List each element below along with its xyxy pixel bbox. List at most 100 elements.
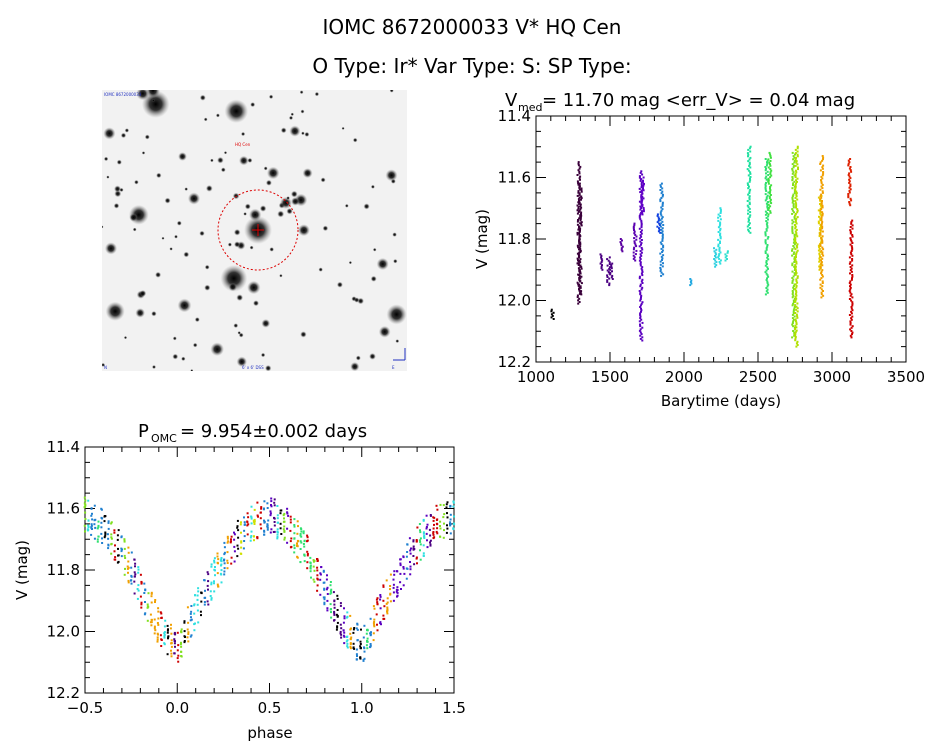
phase-point xyxy=(356,628,359,631)
lightcurve-point xyxy=(577,262,580,265)
phase-point xyxy=(300,528,303,531)
phase-point xyxy=(167,637,169,640)
lightcurve-point xyxy=(599,262,602,265)
lightcurve-point xyxy=(793,288,795,291)
lightcurve-point xyxy=(849,166,852,168)
lightcurve-point xyxy=(633,256,636,259)
lightcurve-point xyxy=(638,187,641,190)
lightcurve-point xyxy=(747,155,749,158)
phase-point xyxy=(149,621,152,624)
lightcurve-point xyxy=(768,197,771,200)
sky-star xyxy=(320,177,326,183)
phase-point xyxy=(365,644,368,647)
lightcurve-point xyxy=(821,174,824,177)
lightcurve-point xyxy=(849,226,852,228)
lightcurve-point xyxy=(770,174,773,177)
lightcurve-point xyxy=(640,207,643,209)
lightcurve-point xyxy=(641,326,644,329)
sky-star xyxy=(260,352,266,358)
lightcurve-point xyxy=(766,253,769,256)
phase-point xyxy=(190,616,192,619)
lightcurve-point xyxy=(849,266,852,268)
phase-point xyxy=(373,607,376,610)
phase-point xyxy=(153,625,156,628)
lightcurve-point xyxy=(767,215,770,218)
phase-ytick-label: 12.0 xyxy=(47,623,80,641)
lightcurve-point xyxy=(819,188,822,191)
lightcurve-point xyxy=(851,274,854,276)
lightcurve-point xyxy=(719,232,722,235)
phase-point xyxy=(335,628,338,631)
lightcurve-point xyxy=(577,182,580,184)
phase-point xyxy=(276,533,279,536)
lightcurve-point xyxy=(747,228,750,231)
phase-point xyxy=(349,642,352,645)
lightcurve-point xyxy=(849,229,852,232)
lightcurve-point xyxy=(640,239,643,241)
lightcurve-point xyxy=(795,193,798,196)
lightcurve-point xyxy=(639,312,642,315)
lightcurve-point xyxy=(847,196,850,199)
phase-point xyxy=(180,650,183,653)
lightcurve-point xyxy=(578,289,581,292)
phase-point xyxy=(439,503,442,506)
lightcurve-point xyxy=(820,175,823,178)
lightcurve-point xyxy=(577,299,580,302)
phase-point xyxy=(114,544,116,547)
lightcurve-point xyxy=(795,342,798,345)
lightcurve-point xyxy=(719,240,721,243)
lightcurve-point xyxy=(767,206,770,209)
phase-point xyxy=(299,561,302,563)
lightcurve-point xyxy=(641,248,644,251)
sky-star xyxy=(236,356,247,367)
phase-point xyxy=(242,547,245,550)
phase-point xyxy=(419,531,422,534)
phase-point xyxy=(372,605,375,608)
lightcurve-point xyxy=(719,262,722,265)
lightcurve-point xyxy=(819,267,822,270)
phase-point xyxy=(276,531,279,534)
lightcurve-point xyxy=(747,212,749,215)
sky-star xyxy=(239,155,249,166)
phase-point xyxy=(432,532,435,535)
sky-star xyxy=(199,230,205,237)
sky-star xyxy=(228,282,238,292)
phase-point xyxy=(270,504,272,506)
lightcurve-point xyxy=(769,176,772,179)
phase-point xyxy=(226,535,229,538)
lightcurve-point xyxy=(660,197,663,199)
phase-point xyxy=(196,603,199,606)
lightcurve-point xyxy=(795,161,798,164)
phase-point xyxy=(110,537,113,540)
lightcurve-point xyxy=(690,279,693,282)
lightcurve-point xyxy=(793,261,796,263)
lightcurve-point xyxy=(767,267,769,270)
phase-point xyxy=(316,569,319,572)
lightcurve-point xyxy=(576,257,579,260)
phase-point xyxy=(249,539,252,542)
phase-point xyxy=(256,537,259,540)
lightcurve-point xyxy=(717,245,720,248)
lightcurve-point xyxy=(659,184,662,187)
lightcurve-point xyxy=(851,325,854,328)
phase-point xyxy=(282,528,285,531)
phase-point xyxy=(409,573,412,576)
lightcurve-point xyxy=(689,281,692,283)
phase-point xyxy=(286,541,289,544)
phase-point xyxy=(323,588,326,591)
sky-star xyxy=(183,251,190,258)
lightcurve-point xyxy=(639,285,642,288)
phase-point xyxy=(316,584,319,587)
phase-point xyxy=(416,562,418,565)
phase-point xyxy=(330,591,333,594)
phase-point xyxy=(279,509,282,512)
phase-point xyxy=(279,512,282,515)
sky-star xyxy=(277,210,285,218)
phase-point xyxy=(227,540,230,543)
lightcurve-point xyxy=(795,289,798,292)
phase-point xyxy=(166,653,169,656)
phase-point xyxy=(91,512,93,515)
phase-point xyxy=(300,535,303,538)
lightcurve-point xyxy=(848,282,851,284)
phase-point xyxy=(101,537,103,540)
